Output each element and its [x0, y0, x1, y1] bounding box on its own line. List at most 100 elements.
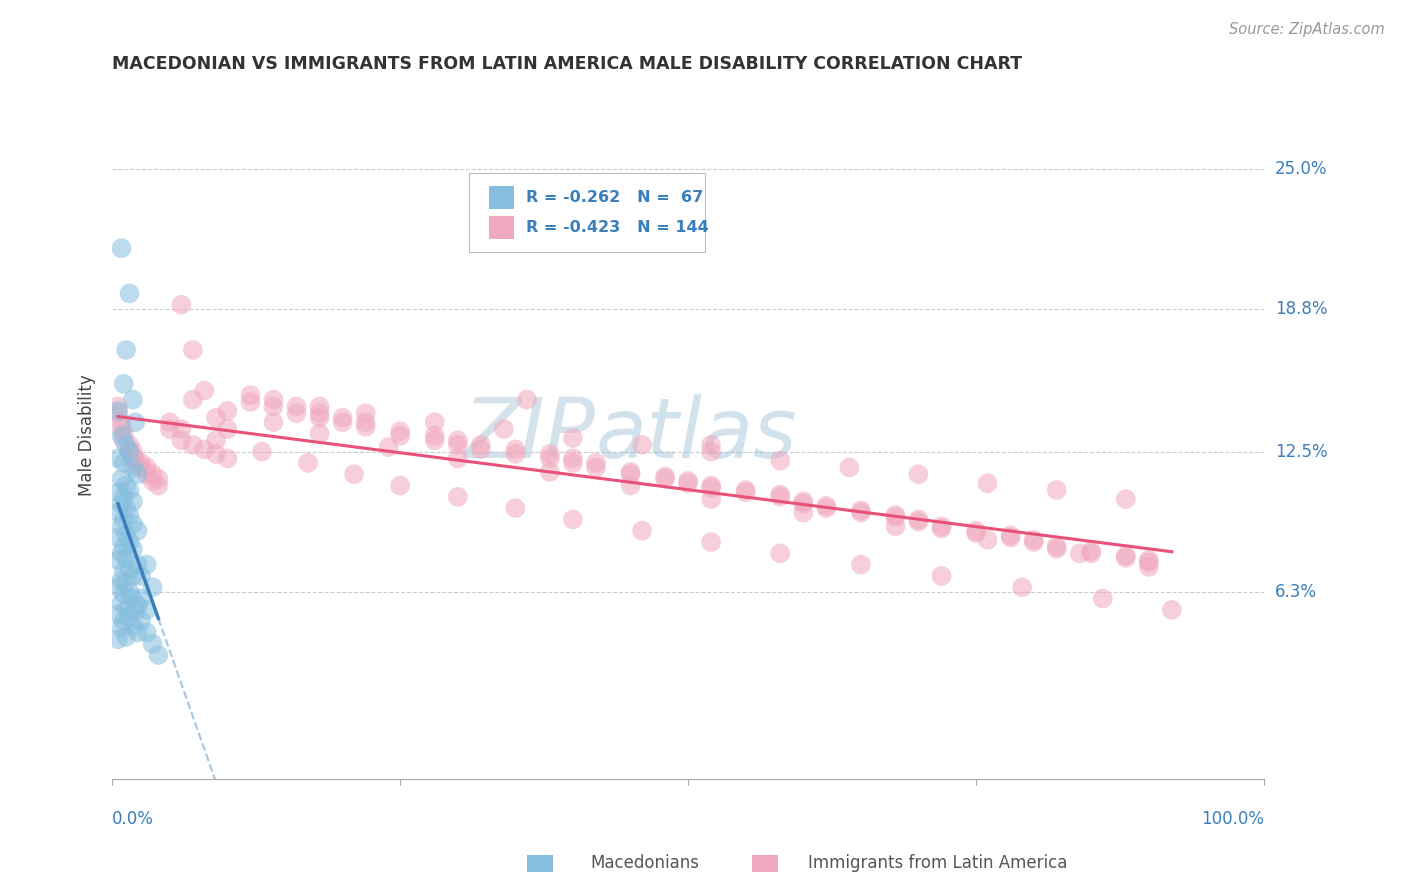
Point	[389, 425, 412, 439]
Point	[107, 404, 129, 418]
Point	[815, 499, 838, 513]
Point	[112, 434, 135, 448]
Point	[142, 580, 165, 594]
Point	[135, 558, 157, 572]
Point	[516, 392, 538, 407]
Point	[122, 451, 145, 466]
Point	[250, 444, 273, 458]
Point	[1022, 535, 1045, 549]
Point	[976, 476, 998, 491]
Point	[538, 465, 561, 479]
Point	[115, 528, 138, 542]
Point	[112, 614, 135, 628]
Point	[1160, 603, 1182, 617]
Text: Source: ZipAtlas.com: Source: ZipAtlas.com	[1229, 22, 1385, 37]
Text: Immigrants from Latin America: Immigrants from Latin America	[808, 855, 1067, 872]
Point	[110, 415, 132, 429]
Point	[1137, 560, 1160, 574]
Point	[884, 519, 907, 533]
Point	[107, 531, 129, 545]
Point	[354, 406, 377, 420]
Point	[118, 562, 141, 576]
Point	[631, 524, 654, 538]
Point	[127, 599, 149, 613]
Point	[118, 438, 141, 452]
Point	[792, 506, 814, 520]
Point	[217, 404, 239, 418]
Point	[110, 422, 132, 436]
Point	[129, 591, 152, 606]
Point	[110, 574, 132, 588]
Text: R = -0.262   N =  67: R = -0.262 N = 67	[526, 190, 703, 205]
Point	[308, 400, 330, 414]
Point	[619, 467, 641, 482]
Point	[112, 565, 135, 579]
Text: 0.0%: 0.0%	[112, 810, 155, 828]
Text: 25.0%: 25.0%	[1275, 160, 1327, 178]
Point	[148, 648, 170, 662]
Point	[561, 431, 583, 445]
Point	[129, 456, 152, 470]
Point	[838, 460, 860, 475]
Point	[676, 476, 699, 491]
Point	[115, 575, 138, 590]
Text: atlas: atlas	[596, 394, 797, 475]
Point	[112, 512, 135, 526]
Point	[332, 410, 354, 425]
Point	[122, 460, 145, 475]
Text: ZIP: ZIP	[464, 394, 596, 475]
Point	[931, 569, 953, 583]
Point	[205, 434, 228, 448]
Point	[447, 490, 470, 504]
Point	[127, 524, 149, 538]
Point	[107, 580, 129, 594]
Point	[127, 467, 149, 482]
Point	[1000, 528, 1022, 542]
Point	[115, 478, 138, 492]
Point	[931, 521, 953, 535]
Point	[110, 497, 132, 511]
Text: MACEDONIAN VS IMMIGRANTS FROM LATIN AMERICA MALE DISABILITY CORRELATION CHART: MACEDONIAN VS IMMIGRANTS FROM LATIN AMER…	[112, 55, 1022, 73]
Point	[263, 392, 285, 407]
Point	[129, 460, 152, 475]
Point	[112, 540, 135, 554]
Point	[127, 625, 149, 640]
Point	[107, 485, 129, 500]
Point	[354, 419, 377, 434]
Point	[107, 632, 129, 647]
Point	[343, 467, 366, 482]
Point	[122, 618, 145, 632]
Point	[700, 492, 723, 507]
Point	[1137, 555, 1160, 569]
Point	[492, 422, 515, 436]
Text: 6.3%: 6.3%	[1275, 582, 1317, 601]
Point	[884, 510, 907, 524]
Point	[907, 467, 929, 482]
Point	[170, 434, 193, 448]
Point	[769, 490, 792, 504]
Point	[1115, 549, 1137, 563]
Point	[1069, 546, 1091, 560]
Point	[1137, 553, 1160, 567]
FancyBboxPatch shape	[470, 173, 706, 252]
Point	[118, 508, 141, 522]
Point	[505, 442, 527, 457]
Point	[127, 558, 149, 572]
Point	[792, 497, 814, 511]
Point	[181, 392, 204, 407]
Point	[931, 519, 953, 533]
Point	[1115, 492, 1137, 507]
Point	[115, 501, 138, 516]
Point	[297, 456, 319, 470]
Point	[148, 472, 170, 486]
Point	[389, 478, 412, 492]
Text: Macedonians: Macedonians	[591, 855, 700, 872]
Point	[1080, 544, 1102, 558]
Point	[110, 241, 132, 255]
Point	[142, 467, 165, 482]
Point	[561, 512, 583, 526]
Point	[654, 469, 676, 483]
Point	[193, 442, 215, 457]
Point	[142, 474, 165, 488]
Point	[1115, 550, 1137, 565]
